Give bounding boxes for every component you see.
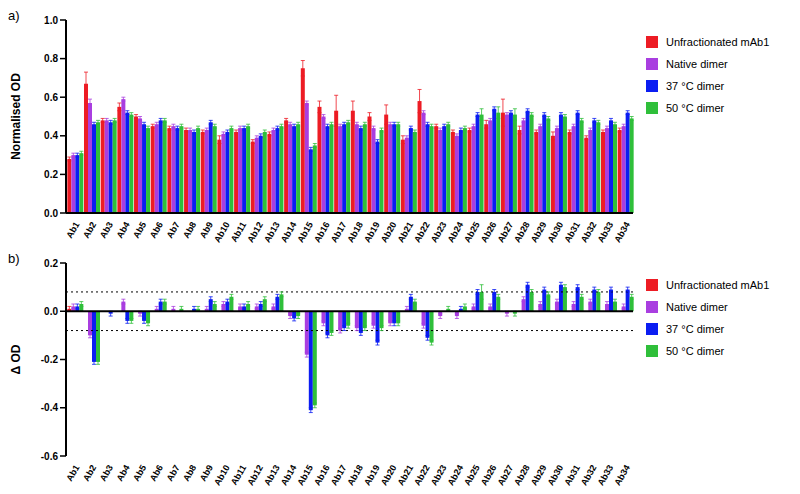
- svg-text:0.6: 0.6: [44, 92, 58, 103]
- svg-text:Ab16: Ab16: [312, 220, 332, 244]
- svg-text:Ab27: Ab27: [496, 220, 516, 244]
- svg-text:0.0: 0.0: [44, 306, 58, 317]
- svg-text:Ab32: Ab32: [579, 220, 599, 244]
- svg-text:Ab33: Ab33: [596, 220, 616, 244]
- svg-text:Ab31: Ab31: [562, 220, 582, 244]
- svg-text:Ab17: Ab17: [329, 220, 349, 244]
- svg-text:Ab24: Ab24: [445, 220, 465, 244]
- svg-text:Ab5: Ab5: [131, 220, 148, 240]
- svg-text:Ab16: Ab16: [312, 463, 332, 487]
- svg-text:Ab9: Ab9: [197, 220, 215, 240]
- svg-text:Ab22: Ab22: [412, 220, 432, 244]
- svg-text:Ab10: Ab10: [212, 220, 232, 244]
- svg-text:Ab23: Ab23: [429, 220, 449, 244]
- svg-text:Ab18: Ab18: [345, 220, 365, 244]
- svg-text:Ab30: Ab30: [546, 220, 566, 244]
- svg-text:Ab12: Ab12: [245, 220, 265, 244]
- svg-text:Ab19: Ab19: [362, 463, 382, 487]
- svg-text:Ab24: Ab24: [445, 463, 465, 487]
- svg-text:Ab19: Ab19: [362, 220, 382, 244]
- svg-text:Normalised OD: Normalised OD: [9, 73, 23, 160]
- html-text:37 °C dimer: 37 °C dimer: [666, 323, 725, 335]
- html-text:b): b): [8, 251, 20, 266]
- html-text:37 °C dimer: 37 °C dimer: [666, 80, 725, 92]
- svg-text:Ab8: Ab8: [181, 463, 198, 483]
- svg-text:Ab28: Ab28: [512, 220, 532, 244]
- html-text:Native dimer: Native dimer: [666, 301, 728, 313]
- svg-text:Ab25: Ab25: [462, 220, 482, 244]
- svg-text:Ab18: Ab18: [345, 463, 365, 487]
- svg-text:Ab13: Ab13: [262, 463, 282, 487]
- html-text:a): a): [8, 8, 20, 23]
- svg-text:Δ OD: Δ OD: [9, 344, 23, 374]
- svg-text:0.2: 0.2: [44, 169, 58, 180]
- svg-text:Ab3: Ab3: [98, 220, 115, 240]
- svg-text:Ab2: Ab2: [81, 463, 98, 483]
- html-text:Unfractionated mAb1: Unfractionated mAb1: [666, 36, 770, 48]
- svg-text:Ab7: Ab7: [164, 463, 181, 483]
- html-text:Native dimer: Native dimer: [666, 58, 728, 70]
- svg-text:Ab29: Ab29: [529, 220, 549, 244]
- svg-text:Ab15: Ab15: [295, 463, 315, 487]
- svg-text:1.0: 1.0: [44, 15, 58, 26]
- svg-text:Ab17: Ab17: [329, 463, 349, 487]
- svg-text:0.4: 0.4: [44, 130, 58, 141]
- svg-text:Ab26: Ab26: [479, 463, 499, 487]
- svg-text:-0.4: -0.4: [41, 402, 59, 413]
- svg-text:Ab10: Ab10: [212, 463, 232, 487]
- svg-text:Ab6: Ab6: [148, 220, 165, 240]
- svg-text:Ab28: Ab28: [512, 463, 532, 487]
- svg-text:Ab27: Ab27: [496, 463, 516, 487]
- svg-text:Ab1: Ab1: [64, 463, 81, 483]
- svg-text:Ab32: Ab32: [579, 463, 599, 487]
- svg-text:Ab14: Ab14: [279, 463, 299, 487]
- svg-text:Ab9: Ab9: [197, 463, 215, 483]
- svg-text:Ab11: Ab11: [229, 220, 249, 244]
- svg-text:Ab34: Ab34: [612, 220, 632, 244]
- svg-text:Ab2: Ab2: [81, 220, 98, 240]
- svg-text:Ab30: Ab30: [546, 463, 566, 487]
- svg-text:Ab25: Ab25: [462, 463, 482, 487]
- svg-text:Ab12: Ab12: [245, 463, 265, 487]
- html-text:50 °C dimer: 50 °C dimer: [666, 345, 725, 357]
- svg-text:Ab31: Ab31: [562, 463, 582, 487]
- svg-text:Ab20: Ab20: [379, 463, 399, 487]
- svg-text:Ab21: Ab21: [395, 463, 415, 487]
- svg-text:Ab26: Ab26: [479, 220, 499, 244]
- svg-text:Ab29: Ab29: [529, 463, 549, 487]
- svg-text:Ab4: Ab4: [114, 220, 131, 240]
- svg-text:Ab22: Ab22: [412, 463, 432, 487]
- html-text:Unfractionated mAb1: Unfractionated mAb1: [666, 279, 770, 291]
- svg-text:Ab3: Ab3: [98, 463, 115, 483]
- svg-text:Ab15: Ab15: [295, 220, 315, 244]
- svg-text:Ab7: Ab7: [164, 220, 181, 240]
- svg-text:Ab11: Ab11: [229, 463, 249, 487]
- svg-text:Ab5: Ab5: [131, 463, 148, 483]
- svg-text:Ab21: Ab21: [395, 220, 415, 244]
- svg-text:Ab14: Ab14: [279, 220, 299, 244]
- svg-text:Ab4: Ab4: [114, 463, 131, 483]
- svg-text:0.0: 0.0: [44, 208, 58, 219]
- svg-text:Ab13: Ab13: [262, 220, 282, 244]
- svg-text:0.2: 0.2: [44, 258, 58, 269]
- svg-text:Ab6: Ab6: [148, 463, 165, 483]
- svg-text:Ab33: Ab33: [596, 463, 616, 487]
- svg-text:Ab23: Ab23: [429, 463, 449, 487]
- html-text:50 °C dimer: 50 °C dimer: [666, 102, 725, 114]
- svg-text:-0.2: -0.2: [41, 354, 59, 365]
- svg-text:Ab8: Ab8: [181, 220, 198, 240]
- svg-text:0.8: 0.8: [44, 53, 58, 64]
- svg-text:Ab1: Ab1: [64, 220, 81, 240]
- svg-text:-0.6: -0.6: [41, 451, 59, 462]
- svg-text:Ab34: Ab34: [612, 463, 632, 487]
- svg-text:Ab20: Ab20: [379, 220, 399, 244]
